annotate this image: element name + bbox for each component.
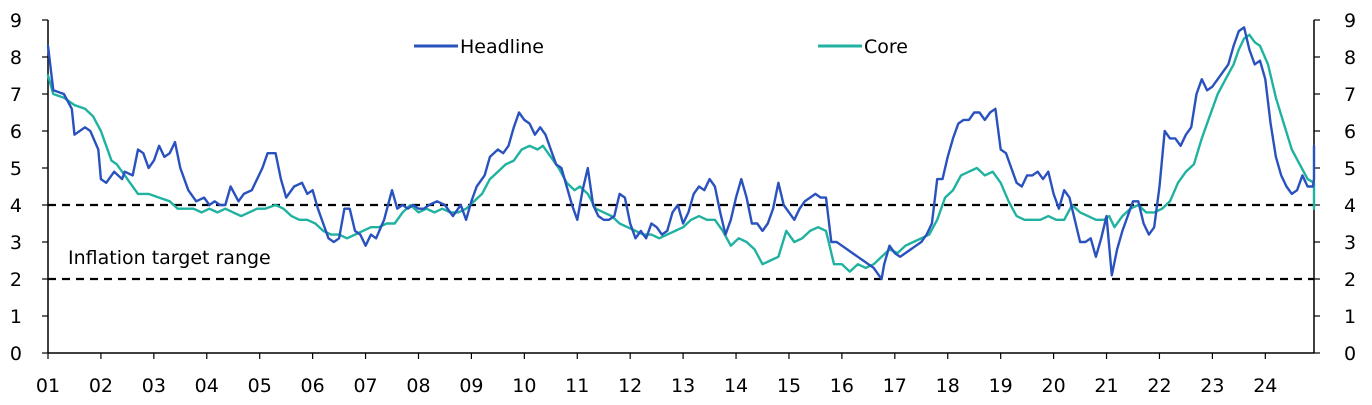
y-tick-label-left: 0 bbox=[10, 343, 22, 365]
series-line-headline bbox=[46, 26, 1316, 281]
x-tick-label: 05 bbox=[248, 375, 272, 397]
x-tick-label: 06 bbox=[301, 375, 325, 397]
series-line-core bbox=[46, 33, 1316, 273]
legend-label-core: Core bbox=[864, 36, 908, 58]
x-tick-label: 04 bbox=[195, 375, 219, 397]
axes: 0 01 12 23 34 45 56 67 78 89 901 02 03 04 05 06 07 08 09 10… bbox=[10, 10, 1356, 397]
y-tick-label-left: 1 bbox=[10, 306, 22, 328]
x-tick-label: 09 bbox=[459, 375, 483, 397]
x-tick-label: 13 bbox=[671, 375, 695, 397]
x-tick-label: 16 bbox=[830, 375, 854, 397]
y-tick-label-right: 6 bbox=[1344, 121, 1356, 143]
x-tick-label: 11 bbox=[565, 375, 589, 397]
y-tick-label-right: 4 bbox=[1344, 195, 1356, 217]
x-tick-label: 17 bbox=[883, 375, 907, 397]
y-tick-label-left: 2 bbox=[10, 269, 22, 291]
x-tick-label: 14 bbox=[724, 375, 748, 397]
y-tick-label-right: 3 bbox=[1344, 232, 1356, 254]
y-tick-label-right: 9 bbox=[1344, 10, 1356, 32]
x-tick-label: 10 bbox=[512, 375, 536, 397]
x-tick-label: 19 bbox=[989, 375, 1013, 397]
x-tick-label: 20 bbox=[1042, 375, 1066, 397]
legend: Headline Core bbox=[414, 36, 908, 58]
y-tick-label-right: 1 bbox=[1344, 306, 1356, 328]
y-tick-label-left: 9 bbox=[10, 10, 22, 32]
x-tick-label: 02 bbox=[89, 375, 113, 397]
x-tick-label: 15 bbox=[777, 375, 801, 397]
y-tick-label-right: 7 bbox=[1344, 84, 1356, 106]
y-tick-label-left: 5 bbox=[10, 158, 22, 180]
y-tick-label-left: 4 bbox=[10, 195, 22, 217]
x-tick-label: 08 bbox=[406, 375, 430, 397]
x-tick-label: 22 bbox=[1147, 375, 1171, 397]
y-tick-label-right: 2 bbox=[1344, 269, 1356, 291]
x-tick-label: 12 bbox=[618, 375, 642, 397]
series-group bbox=[46, 26, 1316, 281]
x-tick-label: 18 bbox=[936, 375, 960, 397]
legend-label-headline: Headline bbox=[460, 36, 544, 58]
x-tick-label: 23 bbox=[1200, 375, 1224, 397]
x-tick-label: 03 bbox=[142, 375, 166, 397]
y-tick-label-left: 6 bbox=[10, 121, 22, 143]
y-tick-label-right: 8 bbox=[1344, 47, 1356, 69]
y-tick-label-right: 5 bbox=[1344, 158, 1356, 180]
y-tick-label-left: 8 bbox=[10, 47, 22, 69]
y-tick-label-left: 3 bbox=[10, 232, 22, 254]
target-range-annotation: Inflation target range bbox=[68, 247, 271, 269]
y-tick-label-right: 0 bbox=[1344, 343, 1356, 365]
x-tick-label: 01 bbox=[36, 375, 60, 397]
x-tick-label: 21 bbox=[1094, 375, 1118, 397]
y-tick-label-left: 7 bbox=[10, 84, 22, 106]
x-tick-label: 07 bbox=[353, 375, 377, 397]
x-tick-label: 24 bbox=[1253, 375, 1277, 397]
